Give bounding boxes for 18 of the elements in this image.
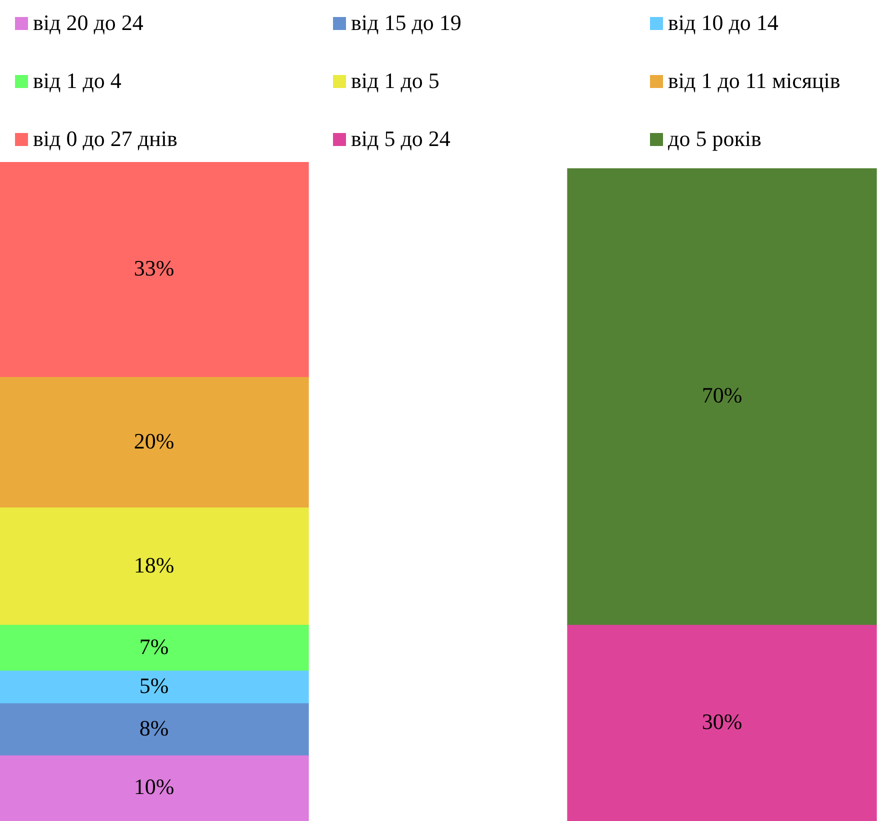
data-label: 30% xyxy=(702,708,742,734)
legend-label: від 1 до 11 місяців xyxy=(668,68,840,94)
data-label: 70% xyxy=(702,382,742,408)
data-label: 7% xyxy=(139,634,169,659)
legend-label: від 0 до 27 днів xyxy=(33,126,178,152)
data-label: 10% xyxy=(134,774,174,800)
data-label: 20% xyxy=(134,428,174,454)
legend-label: від 10 до 14 xyxy=(668,10,778,36)
data-label: 18% xyxy=(134,552,174,578)
legend-label: від 1 до 4 xyxy=(33,68,122,94)
data-label: 8% xyxy=(139,715,169,740)
legend-label: від 5 до 24 xyxy=(351,126,450,152)
data-label: 33% xyxy=(134,255,174,280)
data-label: 5% xyxy=(139,673,169,698)
legend-label: від 15 до 19 xyxy=(351,10,462,36)
legend-label: від 20 до 24 xyxy=(33,10,144,36)
legend-label: від 1 до 5 xyxy=(351,68,440,94)
legend-label: до 5 років xyxy=(668,126,762,152)
